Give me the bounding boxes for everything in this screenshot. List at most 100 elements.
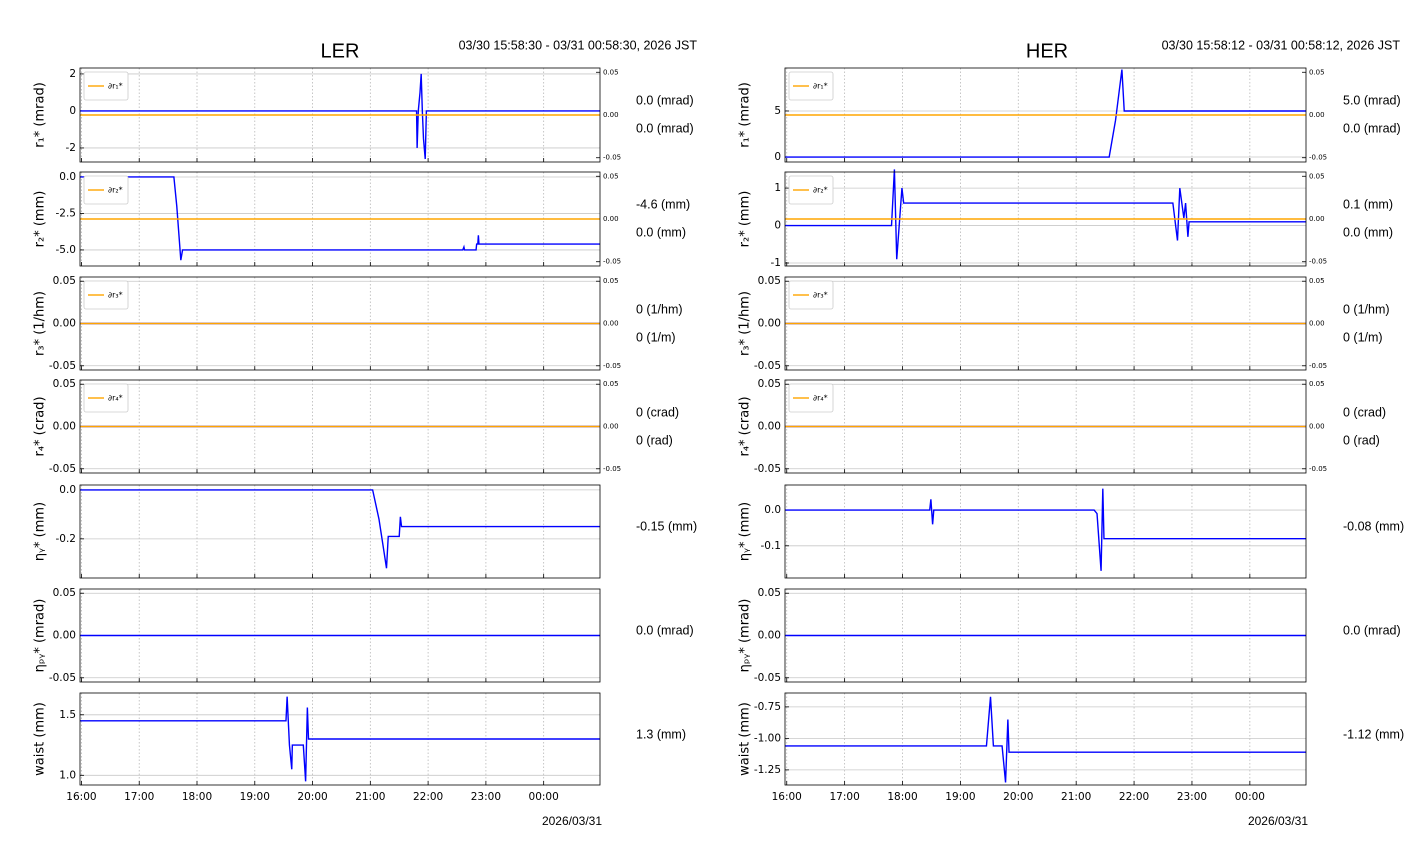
- x-tick-label: 00:00: [529, 791, 559, 803]
- readout: 0 (crad): [636, 405, 679, 419]
- x-tick-label: 16:00: [772, 791, 802, 803]
- y-tick-label: 0.05: [53, 378, 76, 390]
- plot-frame: [784, 67, 1307, 163]
- y-tick-label: 0.05: [53, 275, 76, 287]
- y2-tick-label: 0.00: [603, 320, 619, 328]
- y-axis-label: ηᵧ* (mm): [738, 502, 753, 561]
- legend-label: ∂r₁*: [108, 82, 123, 91]
- x-tick-label: 22:00: [1119, 791, 1149, 803]
- y-tick-label: -0.05: [49, 672, 76, 684]
- readout: -4.6 (mm): [636, 197, 690, 211]
- plot-frame: [784, 692, 1307, 786]
- legend-label: ∂r₂*: [813, 186, 828, 195]
- readout: -0.08 (mm): [1343, 519, 1404, 533]
- series-line: [80, 489, 600, 569]
- series-line: [80, 696, 600, 782]
- y-tick-label: 0.00: [758, 630, 781, 642]
- readout: 0 (1/hm): [636, 302, 683, 316]
- series-line: [785, 169, 1306, 260]
- y2-tick-label: 0.00: [603, 215, 619, 223]
- y2-tick-label: -0.05: [603, 362, 621, 370]
- x-tick-label: 17:00: [124, 791, 154, 803]
- time-range: 03/30 15:58:12 - 03/31 00:58:12, 2026 JS…: [1162, 38, 1401, 52]
- y-tick-label: -0.05: [49, 463, 76, 475]
- series-line: [785, 69, 1306, 158]
- readout: 5.0 (mrad): [1343, 93, 1401, 107]
- y-tick-label: -0.1: [761, 540, 782, 552]
- y2-tick-label: -0.05: [603, 258, 621, 266]
- readout: 1.3 (mm): [636, 727, 686, 741]
- y2-tick-label: 0.05: [603, 277, 619, 285]
- x-tick-label: 18:00: [182, 791, 212, 803]
- y2-tick-label: 0.05: [603, 172, 619, 180]
- y-tick-label: 2: [69, 68, 76, 80]
- y-axis-label: ηₚᵧ* (mrad): [33, 599, 48, 673]
- plot-frame: [784, 276, 1307, 371]
- y-tick-label: 0.0: [59, 171, 76, 183]
- readout: 0 (rad): [1343, 433, 1380, 447]
- x-tick-label: 16:00: [66, 791, 96, 803]
- y-tick-label: 0.00: [53, 318, 76, 330]
- x-tick-label: 19:00: [945, 791, 975, 803]
- y-tick-label: 0.00: [53, 421, 76, 433]
- y-axis-label: r₃* (1/hm): [33, 291, 48, 356]
- y-tick-label: 1: [774, 182, 781, 194]
- y-tick-label: 5: [774, 105, 781, 117]
- readout: 0 (1/m): [636, 330, 676, 344]
- y-axis-label: r₃* (1/hm): [738, 291, 753, 356]
- x-tick-label: 23:00: [471, 791, 501, 803]
- y2-tick-label: -0.05: [603, 465, 621, 473]
- y-tick-label: -0.05: [754, 360, 781, 372]
- legend-label: ∂r₃*: [813, 291, 828, 300]
- y-axis-label: waist (mm): [738, 702, 753, 776]
- series-line: [80, 73, 600, 160]
- x-tick-label: 20:00: [1003, 791, 1033, 803]
- legend-label: ∂r₁*: [813, 82, 828, 91]
- x-tick-label: 19:00: [240, 791, 270, 803]
- readout: 0.0 (mrad): [1343, 623, 1401, 637]
- legend-box: [788, 175, 834, 205]
- y-tick-label: 0.05: [758, 587, 781, 599]
- y-axis-label: waist (mm): [33, 702, 48, 776]
- series-line: [785, 696, 1306, 783]
- y-tick-label: 0.00: [758, 421, 781, 433]
- x-tick-label: 21:00: [1061, 791, 1091, 803]
- y2-tick-label: 0.00: [1309, 215, 1325, 223]
- y2-tick-label: -0.05: [1309, 154, 1327, 162]
- time-range: 03/30 15:58:30 - 03/31 00:58:30, 2026 JS…: [459, 38, 698, 52]
- readout: -0.15 (mm): [636, 519, 697, 533]
- y2-tick-label: 0.05: [603, 380, 619, 388]
- y-tick-label: -1: [771, 257, 781, 269]
- y-axis-label: r₁* (mrad): [33, 82, 48, 148]
- plot-frame: [79, 588, 601, 683]
- y-tick-label: 1.0: [59, 769, 76, 781]
- readout: 0 (1/m): [1343, 330, 1383, 344]
- y-axis-label: r₄* (crad): [738, 396, 753, 456]
- readout: 0 (1/hm): [1343, 302, 1390, 316]
- y2-tick-label: 0.05: [1309, 380, 1325, 388]
- y-axis-label: ηᵧ* (mm): [33, 502, 48, 561]
- legend-box: [83, 71, 129, 101]
- y-tick-label: 0.00: [53, 630, 76, 642]
- y-tick-label: -1.25: [754, 764, 781, 776]
- y-tick-label: 0.05: [758, 378, 781, 390]
- readout: -1.12 (mm): [1343, 727, 1404, 741]
- y-tick-label: 0.05: [53, 587, 76, 599]
- y-axis-label: r₂* (mm): [738, 191, 753, 248]
- y-axis-label: r₂* (mm): [33, 191, 48, 248]
- y-tick-label: -5.0: [56, 244, 77, 256]
- y-tick-label: -2.5: [56, 207, 77, 219]
- plot-frame: [784, 484, 1307, 579]
- y-tick-label: -1.00: [754, 732, 781, 744]
- y2-tick-label: 0.05: [1309, 277, 1325, 285]
- y-tick-label: 0.0: [59, 484, 76, 496]
- legend-label: ∂r₃*: [108, 291, 123, 300]
- readout: 0.0 (mm): [1343, 225, 1393, 239]
- readout: 0 (crad): [1343, 405, 1386, 419]
- y2-tick-label: -0.05: [1309, 258, 1327, 266]
- y2-tick-label: 0.00: [1309, 111, 1325, 119]
- y-axis-label: ηₚᵧ* (mrad): [738, 599, 753, 673]
- y2-tick-label: 0.00: [1309, 423, 1325, 431]
- y-tick-label: -0.05: [754, 672, 781, 684]
